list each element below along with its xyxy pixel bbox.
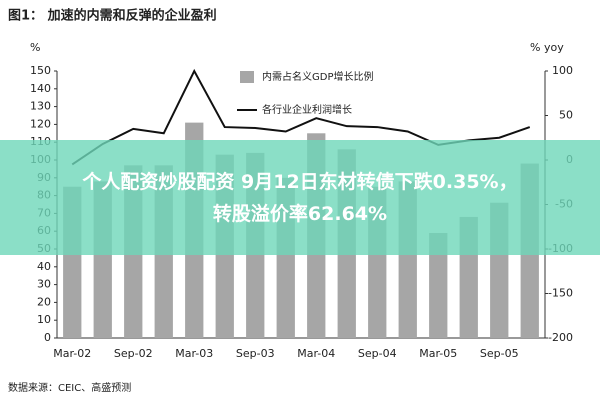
y-axis-label: %: [30, 41, 40, 54]
legend-label: 各行业企业利润增长: [262, 103, 352, 116]
y-tick-label: 150: [30, 64, 51, 77]
overlay-line: 个人配资炒股配资 9月12日东材转债下跌0.35%，: [82, 170, 518, 193]
y2-tick-label: 100: [552, 64, 573, 77]
y2-axis-label: % yoy: [530, 41, 564, 54]
x-tick-label: Sep-05: [480, 347, 519, 360]
y-tick-label: 20: [37, 295, 51, 308]
y-tick-label: 40: [37, 260, 51, 273]
x-tick-label: Mar-05: [419, 347, 457, 360]
y2-tick-label: -200: [548, 331, 573, 344]
chart-title: 图1： 加速的内需和反弹的企业盈利: [8, 8, 217, 24]
y-tick-label: 140: [30, 82, 51, 95]
x-tick-label: Sep-04: [358, 347, 397, 360]
y-tick-label: 0: [44, 331, 51, 344]
x-tick-label: Sep-02: [114, 347, 153, 360]
legend-label: 内需占名义GDP增长比例: [262, 70, 373, 83]
overlay-banner: 个人配资炒股配资 9月12日东材转债下跌0.35%， 转股溢价率62.64%: [0, 140, 600, 255]
bar: [429, 232, 448, 338]
x-tick-label: Mar-02: [53, 347, 91, 360]
y2-tick-label: -150: [548, 287, 573, 300]
y-tick-label: 120: [30, 117, 51, 130]
y2-tick-label: 50: [559, 109, 573, 122]
x-tick-label: Mar-03: [175, 347, 213, 360]
y-tick-label: 30: [37, 278, 51, 291]
x-tick-label: Sep-03: [236, 347, 275, 360]
x-tick-label: Mar-04: [297, 347, 335, 360]
y-tick-label: 10: [37, 313, 51, 326]
legend-swatch: [240, 71, 254, 83]
y-tick-label: 130: [30, 100, 51, 113]
source: 数据来源：CEIC、高盛预测: [8, 381, 131, 394]
overlay-line: 转股溢价率62.64%: [212, 202, 388, 225]
